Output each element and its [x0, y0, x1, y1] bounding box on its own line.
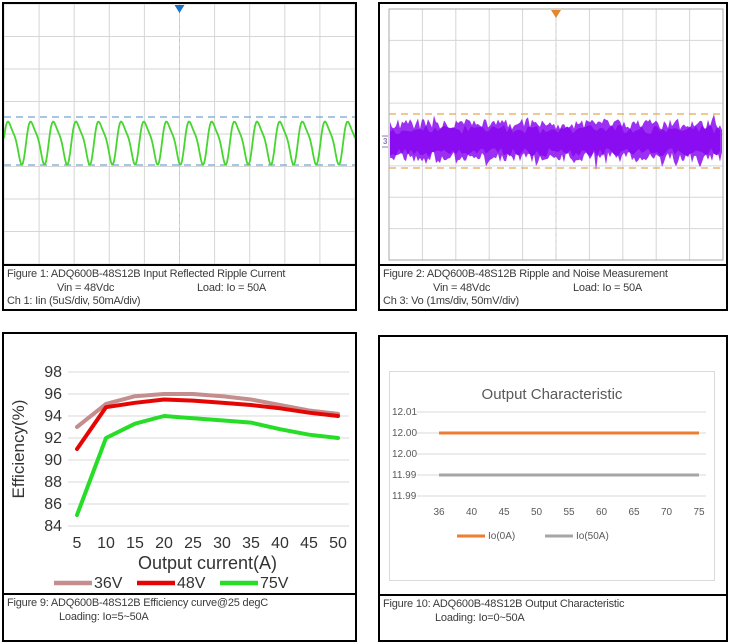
svg-text:55: 55: [563, 507, 575, 518]
svg-text:90: 90: [44, 452, 62, 469]
svg-text:75: 75: [693, 507, 705, 518]
svg-text:11.99: 11.99: [392, 491, 417, 502]
svg-text:Efficiency(%): Efficiency(%): [9, 400, 28, 499]
svg-text:20: 20: [155, 535, 173, 552]
svg-text:12.01: 12.01: [392, 407, 417, 418]
svg-text:75V: 75V: [260, 575, 289, 592]
fig1-oscilloscope-display: [4, 4, 355, 264]
fig9-caption: Figure 9: ADQ600B-48S12B Efficiency curv…: [4, 593, 355, 624]
svg-text:10: 10: [97, 535, 115, 552]
fig1-load-condition: Load: Io = 50A: [197, 281, 267, 294]
svg-text:45: 45: [300, 535, 318, 552]
svg-text:40: 40: [271, 535, 289, 552]
svg-text:30: 30: [213, 535, 231, 552]
svg-text:96: 96: [44, 386, 62, 403]
fig2-panel: 3 Figure 2: ADQ600B-48S12B Ripple and No…: [378, 2, 728, 311]
fig10-loading-condition: Loading: Io=0~50A: [435, 611, 525, 624]
svg-text:25: 25: [184, 535, 202, 552]
svg-text:12.00: 12.00: [392, 428, 417, 439]
svg-text:45: 45: [498, 507, 510, 518]
fig9-caption-title: Figure 9: ADQ600B-48S12B Efficiency curv…: [7, 597, 269, 609]
svg-text:40: 40: [466, 507, 478, 518]
svg-text:60: 60: [596, 507, 608, 518]
svg-text:50: 50: [329, 535, 347, 552]
svg-text:88: 88: [44, 474, 62, 491]
svg-text:Io(0A): Io(0A): [488, 531, 515, 542]
fig1-channel-info: Ch 1: Iin (5uS/div, 50mA/div): [7, 295, 141, 307]
svg-text:5: 5: [73, 535, 82, 552]
fig10-panel: Output Characteristic 12.01 12.00 12.00 11.9…: [378, 335, 728, 642]
fig1-panel: Figure 1: ADQ600B-48S12B Input Reflected…: [2, 2, 357, 311]
fig2-vin-condition: Vin = 48Vdc: [433, 281, 491, 294]
svg-text:Io(50A): Io(50A): [576, 531, 609, 542]
fig9-loading-condition: Loading: Io=5~50A: [59, 610, 149, 623]
svg-text:86: 86: [44, 496, 62, 513]
fig1-test-conditions: Vin = 48Vdc Load: Io = 50A: [4, 282, 355, 296]
fig9-panel: 84 86 88 90 92 94 96 98 5 10 15 20 25 30 35 40 45 50 Outpu…: [2, 332, 357, 642]
fig10-output-characteristic-chart: Output Characteristic 12.01 12.00 12.00 11.9…: [392, 386, 706, 542]
svg-text:36: 36: [433, 507, 445, 518]
fig2-test-conditions: Vin = 48Vdc Load: Io = 50A: [380, 282, 726, 296]
fig2-load-condition: Load: Io = 50A: [573, 281, 643, 294]
svg-text:48V: 48V: [177, 575, 206, 592]
fig1-caption-title: Figure 1: ADQ600B-48S12B Input Reflected…: [7, 268, 286, 280]
svg-text:15: 15: [126, 535, 144, 552]
svg-text:35: 35: [242, 535, 260, 552]
svg-text:98: 98: [44, 364, 62, 381]
fig2-channel-info: Ch 3: Vo (1ms/div, 50mV/div): [383, 295, 520, 307]
fig1-vin-condition: Vin = 48Vdc: [57, 281, 115, 294]
svg-text:92: 92: [44, 430, 62, 447]
fig10-chart-frame: Output Characteristic 12.01 12.00 12.00 11.9…: [389, 371, 715, 581]
svg-text:65: 65: [628, 507, 640, 518]
svg-text:70: 70: [661, 507, 673, 518]
fig2-caption-title: Figure 2: ADQ600B-48S12B Ripple and Nois…: [383, 268, 668, 280]
svg-text:11.99: 11.99: [392, 470, 417, 481]
svg-text:36V: 36V: [94, 575, 123, 592]
svg-text:84: 84: [44, 518, 62, 535]
fig9-efficiency-chart: 84 86 88 90 92 94 96 98 5 10 15 20 25 30 35 40 45 50 Outpu…: [9, 364, 349, 592]
fig2-caption: Figure 2: ADQ600B-48S12B Ripple and Nois…: [380, 264, 726, 309]
fig1-caption: Figure 1: ADQ600B-48S12B Input Reflected…: [4, 264, 355, 309]
svg-text:Output current(A): Output current(A): [138, 553, 277, 573]
svg-text:3: 3: [383, 137, 388, 146]
svg-text:12.00: 12.00: [392, 449, 417, 460]
fig10-caption: Figure 10: ADQ600B-48S12B Output Charact…: [380, 594, 726, 640]
fig10-caption-title: Figure 10: ADQ600B-48S12B Output Charact…: [383, 598, 625, 610]
svg-text:Output Characteristic: Output Characteristic: [482, 386, 623, 403]
svg-text:50: 50: [531, 507, 543, 518]
svg-text:94: 94: [44, 408, 62, 425]
fig2-oscilloscope-display: 3: [382, 8, 724, 261]
